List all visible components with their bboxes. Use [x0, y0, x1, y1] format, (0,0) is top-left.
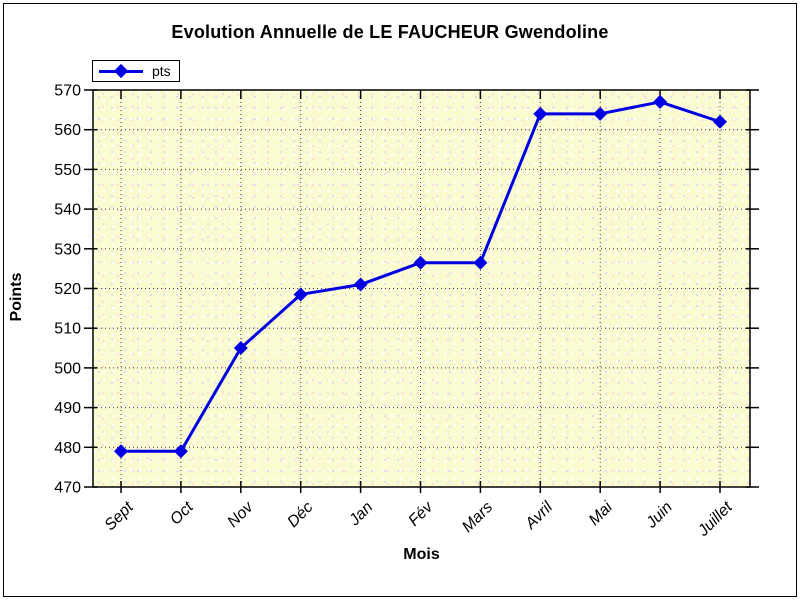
x-tick-label: Mai	[586, 498, 617, 529]
data-point-marker	[293, 287, 308, 302]
y-tick-label: 500	[54, 360, 81, 377]
y-tick-label: 570	[54, 83, 81, 100]
y-tick-label: 510	[54, 321, 81, 338]
data-point-marker	[653, 94, 668, 109]
x-tick-label: Jan	[345, 499, 376, 530]
data-point-marker	[173, 444, 188, 459]
x-tick-label: Oct	[167, 498, 197, 528]
data-point-marker	[713, 114, 727, 129]
y-axis-title: Points	[8, 272, 25, 322]
x-tick-label: Déc	[284, 499, 316, 531]
y-tick-label: 520	[54, 281, 81, 298]
data-point-marker	[413, 255, 428, 270]
y-tick-label: 490	[54, 400, 81, 417]
legend-box: pts	[92, 60, 180, 82]
data-point-marker	[473, 255, 488, 270]
x-axis-title: Mois	[403, 546, 440, 563]
y-tick-label: 560	[54, 122, 81, 139]
x-tick-label: Mars	[459, 499, 496, 536]
data-point-marker	[593, 106, 608, 121]
data-point-marker	[533, 106, 548, 121]
y-tick-label: 540	[54, 202, 81, 219]
legend-series-swatch	[99, 61, 143, 81]
y-tick-label: 550	[54, 162, 81, 179]
data-point-marker	[114, 444, 128, 459]
chart-title: Evolution Annuelle de LE FAUCHEUR Gwendo…	[171, 22, 609, 42]
data-point-marker	[353, 277, 368, 292]
x-tick-label: Juillet	[694, 498, 736, 540]
y-tick-label: 480	[54, 440, 81, 457]
x-tick-label: Avril	[522, 498, 557, 533]
x-tick-label: Fév	[405, 498, 437, 530]
y-tick-label: 530	[54, 241, 81, 258]
x-tick-label: Juin	[642, 499, 676, 533]
data-point-marker	[233, 341, 248, 356]
legend-series-label: pts	[152, 63, 171, 79]
x-tick-label: Nov	[224, 498, 257, 531]
x-tick-label: Sept	[102, 498, 138, 534]
y-tick-label: 470	[54, 480, 81, 497]
